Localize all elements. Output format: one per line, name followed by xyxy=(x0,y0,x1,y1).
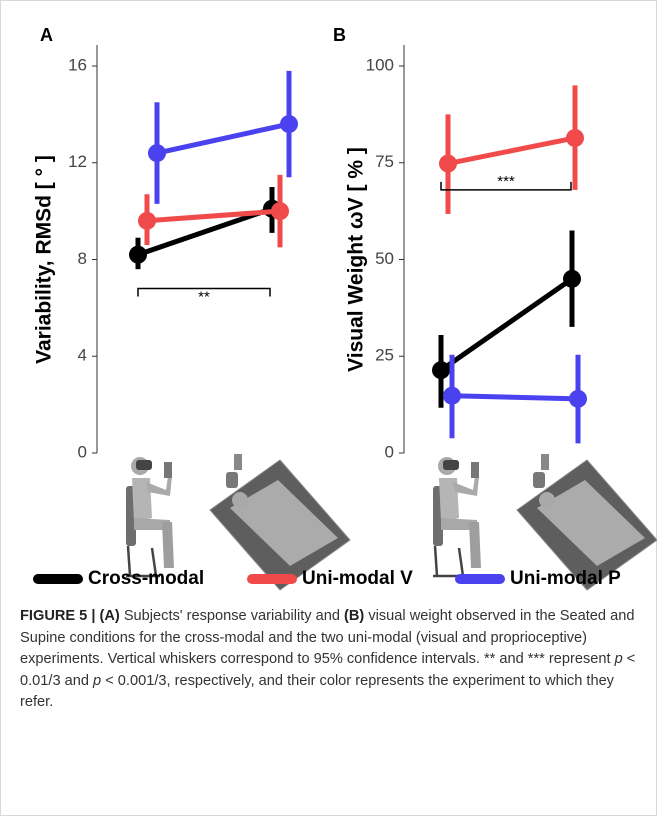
y-tick-label: 4 xyxy=(78,346,87,365)
significance-bracket xyxy=(440,181,572,191)
y-tick-label: 50 xyxy=(375,249,394,268)
caption-text: p xyxy=(614,651,623,667)
y-tick-label: 0 xyxy=(78,442,87,461)
series-line xyxy=(156,121,290,156)
point xyxy=(129,245,147,264)
y-tick-label: 25 xyxy=(375,346,394,365)
point xyxy=(563,269,581,288)
series-line xyxy=(447,135,576,166)
seated-illustration xyxy=(124,455,176,578)
caption: FIGURE 5 | (A) Subjects' response variab… xyxy=(20,606,640,714)
y-tick-label: 100 xyxy=(366,55,394,74)
y-tick-label: 8 xyxy=(78,249,87,268)
y-axis-label: Variability, RMSd [ ° ] xyxy=(33,155,56,364)
figure: A 0 4 8 12 16 Variability, RMSd [ ° ] ** B 0 25 50 7… xyxy=(33,25,657,591)
caption-text: p xyxy=(93,672,102,689)
legend-label: Uni-modal P xyxy=(510,568,621,589)
caption-text: < 0.001/3, respectively, and their color… xyxy=(20,672,614,711)
legend-label: Uni-modal V xyxy=(302,568,413,589)
caption-text: FIGURE 5 | xyxy=(20,608,100,624)
point xyxy=(148,144,166,163)
caption-text: visual weight observed in the Seated and… xyxy=(20,608,635,667)
caption-text: (B) xyxy=(344,608,365,624)
caption-text: < 0.01/3 and xyxy=(20,651,636,689)
y-tick-label: 75 xyxy=(375,152,394,171)
caption-text: Subjects' response variability and xyxy=(119,608,345,624)
point xyxy=(271,202,289,221)
caption-text: (A) xyxy=(99,608,120,624)
point xyxy=(443,386,461,405)
point xyxy=(566,128,584,147)
series-line xyxy=(137,206,273,258)
series-line xyxy=(451,393,579,402)
panel-label: A xyxy=(40,25,53,45)
legend-label: Cross-modal xyxy=(88,568,204,589)
y-tick-label: 16 xyxy=(68,55,87,74)
significance-bracket xyxy=(137,287,271,297)
significance-label: ** xyxy=(198,288,210,305)
y-tick-label: 12 xyxy=(68,152,87,171)
point xyxy=(280,115,298,134)
series-line xyxy=(146,208,281,224)
point xyxy=(439,154,457,173)
significance-label: *** xyxy=(497,173,515,190)
point xyxy=(432,361,450,380)
panel-label: B xyxy=(333,25,346,45)
point xyxy=(138,211,156,230)
seated-illustration xyxy=(431,455,483,578)
point xyxy=(569,389,587,408)
y-tick-label: 0 xyxy=(385,442,394,461)
y-axis-label: Visual Weight ωV [ % ] xyxy=(345,147,368,372)
series-line xyxy=(439,276,574,373)
